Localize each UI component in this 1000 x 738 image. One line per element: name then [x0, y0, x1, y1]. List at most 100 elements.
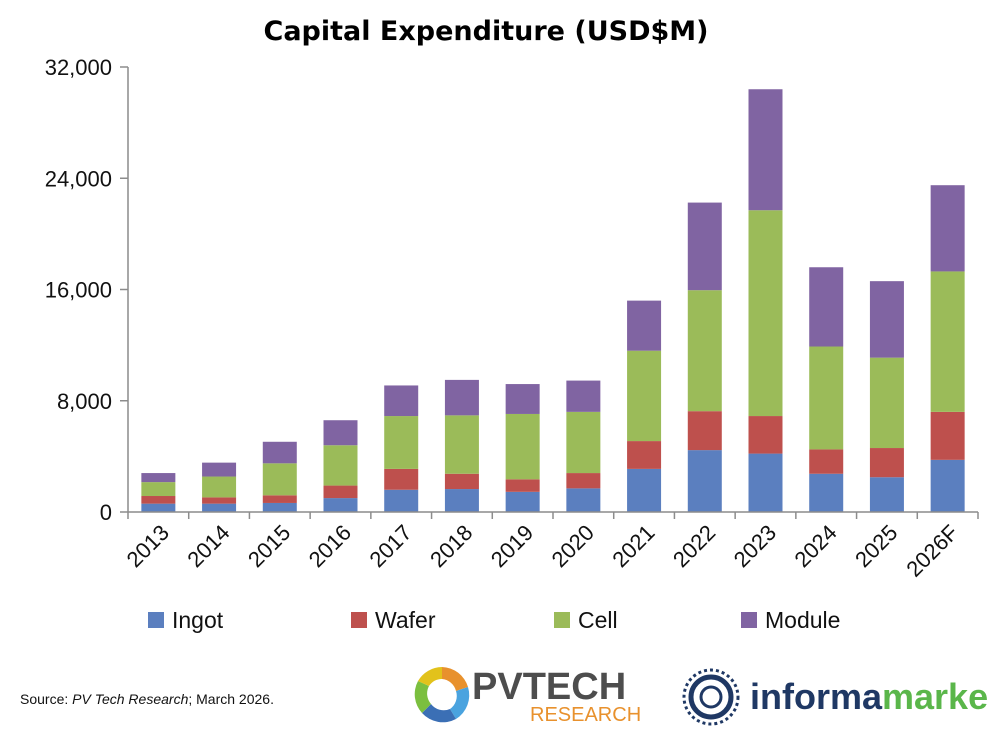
y-tick-label: 8,000 — [57, 389, 112, 414]
bar-module-2013 — [141, 473, 176, 483]
bar-ingot-2024 — [809, 473, 844, 512]
source-prefix: Source: — [20, 691, 73, 707]
bar-ingot-2025 — [869, 477, 904, 512]
bar-ingot-2023 — [748, 453, 783, 512]
bar-ingot-2013 — [141, 503, 176, 512]
bar-ingot-2015 — [262, 502, 297, 512]
pvtech-emblem-icon — [414, 667, 470, 723]
informa-markets-logo: informamarkets — [682, 668, 988, 726]
bar-ingot-2016 — [323, 498, 358, 512]
bar-cell-2017 — [384, 416, 419, 469]
markets-wordmark: markets — [882, 676, 988, 717]
bar-module-2017 — [384, 385, 419, 417]
bar-ingot-2018 — [444, 489, 479, 512]
bar-module-2025 — [869, 281, 904, 358]
bar-cell-2018 — [444, 415, 479, 474]
bar-cell-2024 — [809, 346, 844, 450]
bar-cell-2022 — [687, 290, 722, 412]
bar-module-2018 — [444, 379, 479, 416]
bar-module-2023 — [748, 89, 783, 211]
chart-title: Capital Expenditure (USD$M) — [264, 16, 709, 47]
legend-swatch-cell — [554, 612, 570, 628]
bar-module-2022 — [687, 202, 722, 291]
legend-label-ingot: Ingot — [172, 607, 224, 633]
pvtech-wordmark: PVTECH — [472, 666, 626, 708]
bar-wafer-2019 — [505, 479, 540, 492]
bar-wafer-2020 — [566, 473, 601, 489]
x-tick-label: 2023 — [729, 520, 781, 572]
bar-wafer-2022 — [687, 411, 722, 451]
bar-wafer-2024 — [809, 449, 844, 474]
bar-module-2015 — [262, 441, 297, 464]
bar-cell-2014 — [202, 476, 237, 498]
bar-wafer-2026F — [930, 411, 965, 460]
bar-cell-2015 — [262, 463, 297, 496]
x-tick-label: 2020 — [547, 520, 599, 572]
source-note: Source: PV Tech Research; March 2026. — [20, 691, 274, 707]
informa-emblem-icon — [682, 668, 740, 726]
bar-ingot-2020 — [566, 488, 601, 512]
bar-wafer-2013 — [141, 496, 176, 504]
x-tick-label: 2018 — [425, 520, 477, 572]
bar-wafer-2016 — [323, 485, 358, 499]
bar-wafer-2017 — [384, 468, 419, 490]
x-tick-label: 2013 — [122, 520, 174, 572]
bar-cell-2019 — [505, 413, 540, 480]
bar-wafer-2021 — [627, 441, 662, 469]
legend-label-wafer: Wafer — [375, 607, 436, 633]
source-name: PV Tech Research — [72, 691, 189, 707]
y-tick-label: 16,000 — [45, 278, 112, 303]
bar-wafer-2014 — [202, 497, 237, 504]
bar-module-2020 — [566, 380, 601, 412]
bar-cell-2016 — [323, 445, 358, 486]
informa-wordmark: informa — [750, 676, 883, 717]
bar-ingot-2017 — [384, 489, 419, 512]
svg-text:informamarkets: informamarkets — [750, 676, 988, 717]
legend-swatch-module — [741, 612, 757, 628]
x-tick-label: 2026F — [901, 520, 963, 582]
pvtech-research-wordmark: RESEARCH — [530, 704, 641, 726]
legend: Ingot Wafer Cell Module — [148, 607, 840, 633]
legend-swatch-wafer — [351, 612, 367, 628]
bar-ingot-2021 — [627, 468, 662, 512]
legend-label-cell: Cell — [578, 607, 618, 633]
bar-cell-2020 — [566, 411, 601, 474]
y-tick-label: 32,000 — [45, 55, 112, 80]
x-tick-label: 2025 — [850, 520, 902, 572]
source-suffix: ; March 2026. — [188, 691, 274, 707]
x-tick-label: 2022 — [668, 520, 720, 572]
pvtech-research-logo: PVTECH RESEARCH — [414, 666, 641, 726]
x-tick-label: 2015 — [243, 520, 295, 572]
bar-cell-2026F — [930, 271, 965, 412]
bar-module-2016 — [323, 420, 358, 446]
x-tick-label: 2024 — [789, 520, 841, 572]
x-tick-label: 2021 — [607, 520, 659, 572]
bar-cell-2013 — [141, 482, 176, 497]
bar-module-2014 — [202, 462, 237, 477]
bar-module-2024 — [809, 267, 844, 347]
x-tick-label: 2017 — [364, 520, 416, 572]
bar-ingot-2019 — [505, 491, 540, 512]
x-tick-label: 2016 — [304, 520, 356, 572]
x-tick-label: 2019 — [486, 520, 538, 572]
y-tick-label: 24,000 — [45, 166, 112, 191]
x-axis: 2013 2014 2015 2016 2017 2018 2019 2020 2021 2022… — [122, 511, 979, 582]
bar-module-2021 — [627, 300, 662, 351]
legend-swatch-ingot — [148, 612, 164, 628]
y-tick-label: 0 — [100, 500, 112, 525]
bar-ingot-2014 — [202, 503, 237, 512]
bar-wafer-2025 — [869, 448, 904, 478]
bar-module-2019 — [505, 384, 540, 414]
legend-label-module: Module — [765, 607, 840, 633]
bars — [141, 89, 965, 512]
y-axis: 0 8,000 16,000 24,000 32,000 — [45, 55, 129, 525]
bar-cell-2025 — [869, 357, 904, 449]
bar-cell-2021 — [627, 350, 662, 442]
bar-wafer-2015 — [262, 495, 297, 503]
bar-wafer-2023 — [748, 416, 783, 454]
bar-cell-2023 — [748, 210, 783, 417]
bar-ingot-2022 — [687, 450, 722, 512]
bar-module-2026F — [930, 185, 965, 272]
bar-ingot-2026F — [930, 459, 965, 512]
